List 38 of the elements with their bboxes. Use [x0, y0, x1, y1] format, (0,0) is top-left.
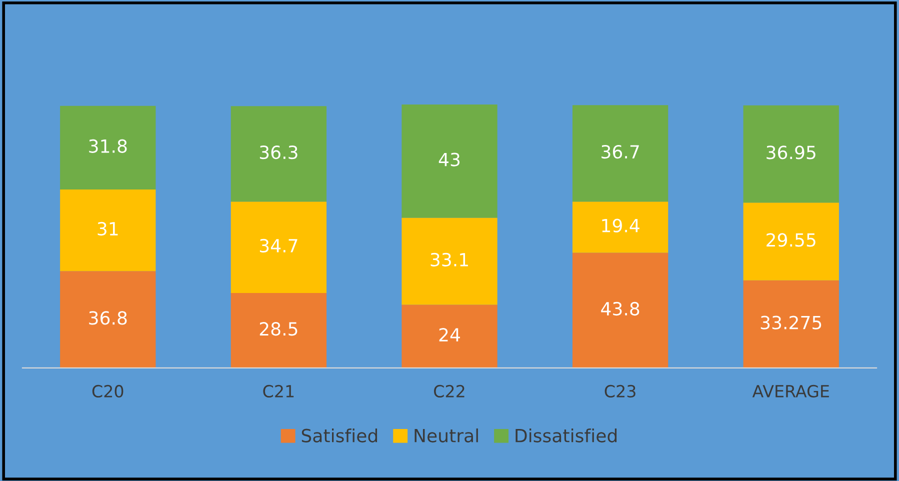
- data-label: 34.7: [260, 238, 298, 253]
- legend-label: Satisfied: [302, 428, 378, 442]
- data-label: 33.275: [760, 316, 822, 330]
- legend-label: Dissatisfied: [516, 428, 617, 442]
- bar: [60, 271, 156, 368]
- bar: [60, 190, 156, 272]
- data-label: 33.1: [430, 252, 468, 266]
- x-tick-label: C23: [604, 384, 636, 398]
- data-label: 31: [98, 222, 118, 236]
- data-label: 36.95: [766, 146, 816, 160]
- data-label: 31.8: [89, 139, 127, 153]
- bar: [402, 218, 498, 305]
- bar: [743, 280, 839, 368]
- x-tick-label: C20: [92, 384, 124, 398]
- bar: [572, 105, 668, 202]
- bar: [743, 105, 839, 203]
- data-label: 29.55: [766, 233, 816, 247]
- bar: [572, 252, 668, 368]
- bar: [572, 202, 668, 253]
- bar: [230, 292, 327, 368]
- data-label: 43.8: [601, 302, 640, 316]
- data-label: 36.8: [89, 311, 127, 325]
- x-tick-label: C21: [263, 384, 294, 398]
- data-label: 43: [438, 152, 460, 166]
- x-tick-label: C22: [434, 384, 464, 398]
- data-label: 36.3: [260, 145, 298, 160]
- data-label: 19.4: [602, 218, 640, 232]
- data-label: 28.5: [260, 322, 298, 336]
- data-label: 24: [439, 328, 460, 342]
- bar: [402, 104, 498, 218]
- bar: [230, 202, 327, 293]
- x-tick-label: AVERAGE: [752, 384, 829, 398]
- bar: [230, 106, 327, 202]
- bar: [743, 202, 839, 280]
- data-label: 36.7: [602, 144, 639, 159]
- bar: [402, 304, 498, 368]
- bar: [60, 106, 156, 190]
- legend-label: Neutral: [414, 428, 478, 442]
